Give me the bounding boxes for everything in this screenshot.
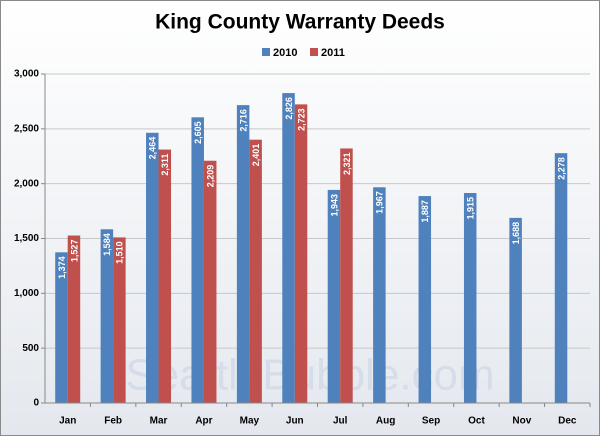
bar bbox=[55, 252, 68, 403]
bar bbox=[67, 235, 81, 403]
legend-label: 2010 bbox=[273, 47, 297, 59]
data-label: 2,321 bbox=[342, 152, 352, 175]
x-tick-label: Apr bbox=[195, 416, 212, 427]
data-label: 2,826 bbox=[284, 97, 294, 120]
data-label: 1,688 bbox=[511, 222, 521, 245]
data-label: 1,943 bbox=[329, 194, 339, 217]
x-tick-label: Oct bbox=[468, 416, 485, 427]
bar bbox=[418, 196, 432, 403]
x-tick-label: Mar bbox=[150, 416, 168, 427]
bar bbox=[100, 229, 114, 403]
data-label: 2,723 bbox=[296, 108, 306, 131]
bar bbox=[113, 237, 126, 403]
bar bbox=[203, 160, 217, 403]
y-tick-label: 2,500 bbox=[14, 123, 39, 134]
data-label: 2,401 bbox=[251, 144, 261, 167]
legend-swatch bbox=[262, 48, 270, 56]
data-label: 1,967 bbox=[375, 191, 385, 214]
chart-title: King County Warranty Deeds bbox=[155, 11, 445, 34]
y-tick-label: 2,000 bbox=[14, 178, 39, 189]
bar bbox=[373, 187, 386, 403]
data-label: 1,374 bbox=[57, 256, 67, 279]
data-label: 1,527 bbox=[69, 240, 79, 263]
legend-label: 2011 bbox=[321, 47, 345, 59]
x-tick-label: Sep bbox=[422, 416, 440, 427]
bar bbox=[294, 104, 308, 403]
y-tick-label: 1,500 bbox=[14, 233, 39, 244]
watermark: SeattleBubble.com bbox=[125, 351, 494, 400]
data-label: 2,311 bbox=[160, 154, 170, 176]
y-tick-label: 0 bbox=[33, 398, 39, 409]
y-tick-label: 3,000 bbox=[14, 69, 39, 80]
bar bbox=[236, 105, 250, 404]
data-label: 2,278 bbox=[556, 157, 566, 180]
bar bbox=[327, 189, 341, 403]
bar bbox=[282, 93, 295, 403]
bar bbox=[146, 132, 159, 404]
x-tick-label: Jul bbox=[333, 416, 348, 427]
data-label: 1,887 bbox=[420, 200, 430, 223]
x-tick-label: Aug bbox=[376, 416, 395, 427]
bar bbox=[158, 149, 172, 403]
x-tick-label: Nov bbox=[512, 416, 531, 427]
data-label: 2,209 bbox=[206, 165, 216, 188]
data-label: 2,716 bbox=[239, 109, 249, 132]
x-tick-label: Jan bbox=[59, 416, 76, 427]
x-tick-label: Jun bbox=[286, 416, 304, 427]
data-label: 2,605 bbox=[193, 121, 203, 144]
data-label: 1,915 bbox=[466, 197, 476, 220]
bar bbox=[509, 217, 522, 403]
x-tick-label: Dec bbox=[558, 416, 577, 427]
x-tick-label: May bbox=[240, 416, 260, 427]
bar bbox=[249, 139, 262, 403]
bar bbox=[340, 148, 353, 403]
bar bbox=[191, 117, 204, 404]
y-tick-label: 500 bbox=[22, 343, 39, 354]
bar bbox=[463, 192, 477, 403]
bar bbox=[554, 153, 568, 403]
x-tick-label: Feb bbox=[104, 416, 122, 427]
legend-swatch bbox=[310, 48, 318, 56]
data-label: 1,510 bbox=[115, 241, 125, 264]
data-label: 1,584 bbox=[102, 233, 112, 256]
data-label: 2,464 bbox=[148, 137, 158, 160]
y-tick-label: 1,000 bbox=[14, 288, 39, 299]
